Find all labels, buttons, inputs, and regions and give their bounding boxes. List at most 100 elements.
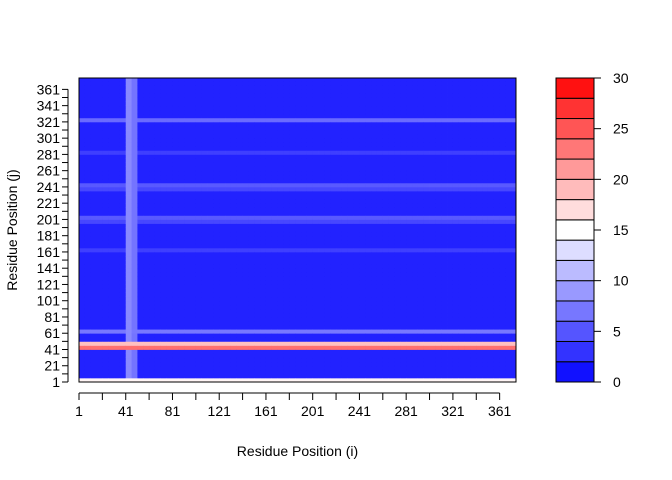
heatmap-cell (441, 85, 448, 90)
heatmap-cell (178, 272, 185, 277)
heatmap-cell (412, 239, 419, 245)
heatmap-cell (429, 268, 436, 273)
heatmap-cell (347, 345, 354, 350)
heatmap-cell (125, 361, 132, 367)
heatmap-cell (254, 178, 261, 184)
heatmap-cell (96, 308, 103, 314)
heatmap-cell (207, 211, 214, 216)
heatmap-cell (423, 109, 430, 115)
heatmap-cell (254, 142, 261, 147)
heatmap-cell (137, 134, 144, 139)
heatmap-cell (195, 312, 203, 318)
heatmap-cell (330, 178, 337, 184)
heatmap-cell (230, 349, 238, 354)
heatmap-cell (79, 325, 86, 330)
heatmap-cell (248, 231, 255, 237)
heatmap-cell (160, 251, 168, 257)
heatmap-cell (131, 288, 138, 293)
heatmap-cell (312, 256, 319, 261)
heatmap-cell (336, 207, 343, 212)
heatmap-cell (452, 182, 460, 188)
heatmap-cell (201, 215, 208, 220)
heatmap-cell (412, 345, 419, 350)
heatmap-cell (464, 280, 471, 285)
heatmap-cell (458, 81, 465, 86)
heatmap-cell (172, 101, 179, 107)
heatmap-cell (131, 178, 138, 184)
heatmap-cell (260, 227, 267, 233)
heatmap-cell (336, 251, 343, 257)
heatmap-cell (96, 251, 103, 257)
heatmap-cell (172, 215, 179, 220)
heatmap-cell (283, 235, 290, 241)
heatmap-cell (301, 170, 308, 176)
heatmap-cell (219, 227, 226, 233)
heatmap-cell (119, 284, 127, 289)
heatmap-cell (254, 373, 261, 379)
heatmap-cell (137, 211, 144, 216)
heatmap-cell (336, 345, 343, 350)
heatmap-cell (347, 158, 354, 163)
heatmap-cell (102, 235, 109, 241)
heatmap-cell (382, 117, 390, 123)
heatmap-cell (90, 142, 97, 147)
heatmap-cell (160, 264, 168, 269)
heatmap-cell (394, 316, 401, 322)
heatmap-cell (423, 296, 430, 302)
heatmap-cell (201, 304, 208, 310)
heatmap-cell (154, 361, 162, 367)
heatmap-cell (265, 373, 273, 379)
heatmap-cell (365, 325, 372, 330)
heatmap-cell (207, 268, 214, 273)
heatmap-cell (207, 78, 214, 82)
heatmap-cell (417, 134, 425, 139)
heatmap-cell (324, 276, 331, 281)
heatmap-cell (254, 316, 261, 322)
heatmap-cell (248, 97, 255, 102)
heatmap-cell (119, 292, 127, 298)
heatmap-cell (154, 142, 162, 147)
heatmap-cell (230, 130, 238, 135)
heatmap-cell (312, 85, 319, 90)
heatmap-cell (277, 158, 284, 163)
heatmap-cell (359, 81, 366, 86)
heatmap-cell (114, 264, 121, 269)
heatmap-cell (412, 195, 419, 200)
heatmap-cell (318, 243, 325, 249)
heatmap-cell (79, 264, 86, 269)
heatmap-cell (376, 146, 384, 151)
heatmap-cell (131, 227, 138, 233)
heatmap-cell (347, 235, 354, 241)
heatmap-cell (394, 109, 401, 115)
heatmap-cell (260, 125, 267, 131)
heatmap-cell (441, 162, 448, 167)
heatmap-cell (143, 268, 150, 273)
heatmap-cell (406, 105, 413, 111)
heatmap-cell (330, 260, 337, 265)
heatmap-cell (125, 199, 132, 204)
heatmap-cell (125, 142, 132, 147)
heatmap-cell (190, 125, 197, 131)
heatmap-cell (236, 276, 243, 281)
heatmap-cell (406, 377, 413, 383)
heatmap-cell (341, 247, 349, 253)
heatmap-cell (114, 150, 121, 155)
heatmap-cell (353, 312, 360, 318)
heatmap-cell (242, 284, 249, 289)
heatmap-cell (441, 337, 448, 342)
heatmap-cell (225, 357, 232, 363)
heatmap-cell (248, 308, 255, 314)
heatmap-cell (79, 78, 86, 82)
heatmap-cell (207, 199, 214, 204)
heatmap-cell (394, 186, 401, 192)
heatmap-cell (464, 300, 471, 306)
heatmap-cell (382, 321, 390, 326)
heatmap-cell (312, 292, 319, 298)
heatmap-cell (225, 288, 232, 293)
heatmap-cell (131, 78, 138, 82)
heatmap-cell (114, 235, 121, 241)
heatmap-cell (295, 341, 302, 346)
heatmap-cell (143, 134, 150, 139)
heatmap-cell (382, 365, 390, 371)
heatmap-cell (225, 211, 232, 216)
